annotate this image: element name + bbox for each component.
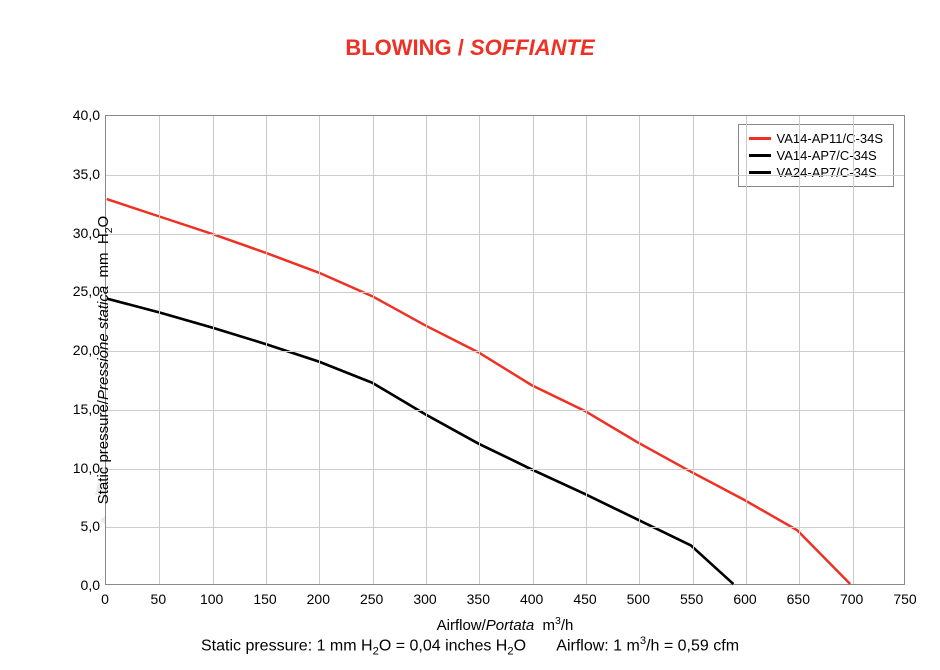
- title-sep: /: [452, 35, 470, 60]
- x-tick-label: 100: [200, 591, 223, 607]
- legend-label: VA24-AP7/C-34S: [777, 165, 877, 180]
- x-tick-label: 0: [101, 591, 109, 607]
- gridline-v: [213, 116, 214, 584]
- y-tick-label: 15,0: [62, 401, 100, 417]
- gridline-v: [426, 116, 427, 584]
- x-tick-label: 350: [467, 591, 490, 607]
- y-tick-label: 10,0: [62, 460, 100, 476]
- y-tick-label: 25,0: [62, 283, 100, 299]
- gridline-h: [106, 175, 904, 176]
- legend-label: VA14-AP11/C-34S: [777, 131, 883, 146]
- y-tick-label: 30,0: [62, 225, 100, 241]
- gridline-h: [106, 292, 904, 293]
- legend-item-2: VA24-AP7/C-34S: [749, 165, 883, 180]
- y-tick-label: 5,0: [62, 518, 100, 534]
- x-tick-label: 150: [253, 591, 276, 607]
- gridline-v: [853, 116, 854, 584]
- x-tick-label: 750: [893, 591, 916, 607]
- y-tick-label: 35,0: [62, 166, 100, 182]
- y-tick-label: 40,0: [62, 107, 100, 123]
- x-tick-label: 550: [680, 591, 703, 607]
- gridline-h: [106, 234, 904, 235]
- x-tick-label: 400: [520, 591, 543, 607]
- gridline-h: [106, 410, 904, 411]
- legend-box: VA14-AP11/C-34S VA14-AP7/C-34S VA24-AP7/C-…: [738, 124, 894, 187]
- x-tick-label: 300: [413, 591, 436, 607]
- x-tick-label: 50: [151, 591, 167, 607]
- y-tick-label: 0,0: [62, 577, 100, 593]
- gridline-v: [479, 116, 480, 584]
- legend-swatch: [749, 137, 771, 140]
- x-tick-label: 650: [787, 591, 810, 607]
- x-tick-label: 450: [573, 591, 596, 607]
- legend-label: VA14-AP7/C-34S: [777, 148, 877, 163]
- gridline-v: [799, 116, 800, 584]
- footer-conversion-note: Static pressure: 1 mm H2O = 0,04 inches …: [201, 635, 739, 658]
- gridline-v: [586, 116, 587, 584]
- gridline-v: [319, 116, 320, 584]
- gridline-v: [693, 116, 694, 584]
- gridline-v: [639, 116, 640, 584]
- legend-item-0: VA14-AP11/C-34S: [749, 131, 883, 146]
- gridline-v: [266, 116, 267, 584]
- legend-item-1: VA14-AP7/C-34S: [749, 148, 883, 163]
- gridline-h: [106, 469, 904, 470]
- x-tick-label: 700: [840, 591, 863, 607]
- y-tick-label: 20,0: [62, 342, 100, 358]
- title-part2: SOFFIANTE: [470, 35, 595, 60]
- gridline-v: [159, 116, 160, 584]
- title-part1: BLOWING: [345, 35, 451, 60]
- gridline-v: [746, 116, 747, 584]
- gridline-h: [106, 351, 904, 352]
- chart-plot-area: VA14-AP11/C-34S VA14-AP7/C-34S VA24-AP7/C-…: [105, 115, 905, 585]
- x-axis-label: Airflow/Portata m3/h: [437, 615, 574, 634]
- legend-swatch: [749, 154, 771, 157]
- gridline-h: [106, 527, 904, 528]
- x-tick-label: 200: [307, 591, 330, 607]
- legend-swatch: [749, 171, 771, 174]
- gridline-v: [533, 116, 534, 584]
- gridline-v: [373, 116, 374, 584]
- x-tick-label: 600: [733, 591, 756, 607]
- chart-title: BLOWING / SOFFIANTE: [0, 0, 940, 61]
- x-tick-label: 500: [627, 591, 650, 607]
- x-tick-label: 250: [360, 591, 383, 607]
